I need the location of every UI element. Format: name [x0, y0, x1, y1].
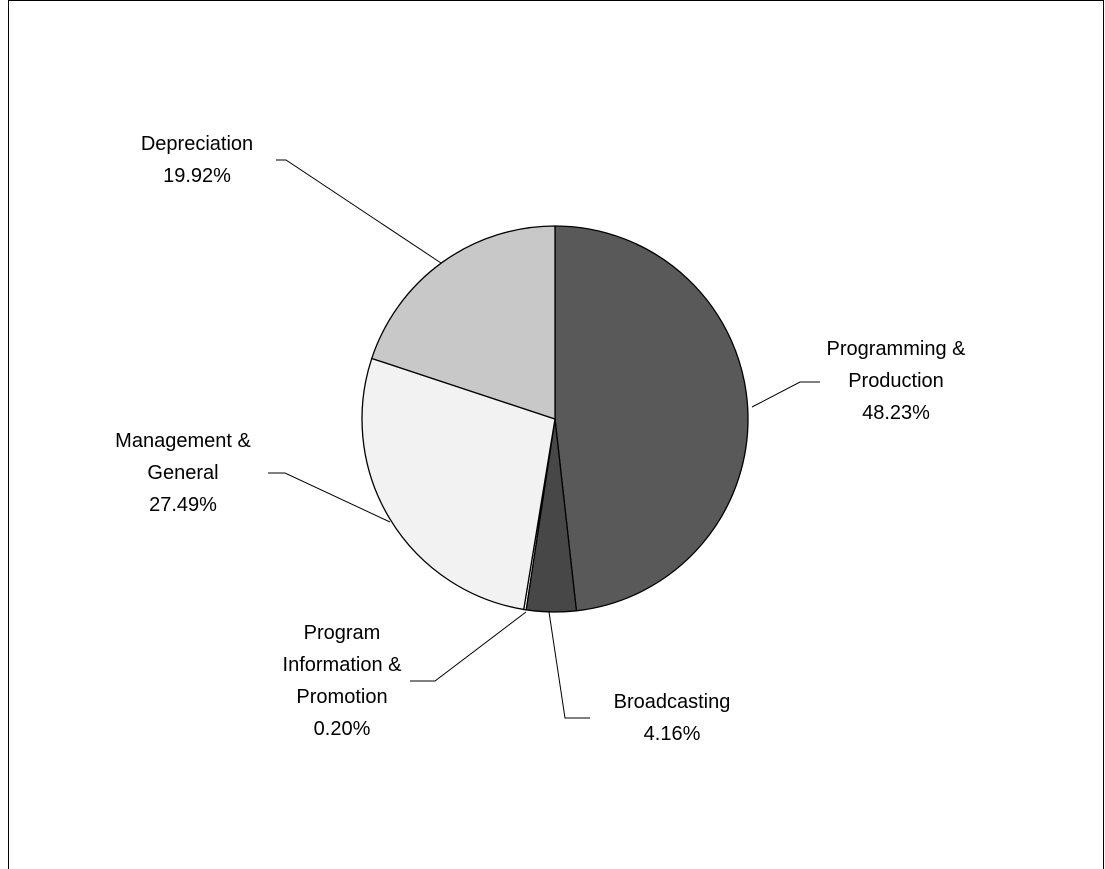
leader-line	[548, 611, 590, 719]
slice-value: 19.92%	[163, 165, 231, 187]
leader-line	[410, 611, 527, 682]
pie-slice	[554, 225, 749, 612]
chart-frame	[8, 0, 1104, 869]
leader-line	[268, 472, 391, 523]
slice-name: Depreciation	[140, 133, 254, 155]
slice-label: Program Information & Promotion 0.20%	[272, 617, 412, 745]
slice-label: Management & General 27.49%	[93, 425, 273, 521]
slice-value: 0.20%	[313, 718, 371, 740]
slice-name: Broadcasting	[613, 691, 731, 713]
slice-name: Programming & Production	[826, 338, 966, 392]
pie-slice	[370, 225, 556, 420]
slice-label: Broadcasting 4.16%	[582, 686, 762, 750]
leader-line	[276, 159, 442, 264]
slice-value: 4.16%	[643, 723, 701, 745]
slice-value: 48.23%	[862, 402, 930, 424]
slice-label: Programming & Production 48.23%	[806, 333, 986, 429]
leader-line	[751, 381, 820, 408]
slice-name: Program Information & Promotion	[282, 622, 402, 708]
pie-slice	[361, 357, 556, 611]
slice-label: Depreciation 19.92%	[107, 128, 287, 192]
slice-value: 27.49%	[149, 494, 217, 516]
slice-name: Management & General	[115, 430, 251, 484]
